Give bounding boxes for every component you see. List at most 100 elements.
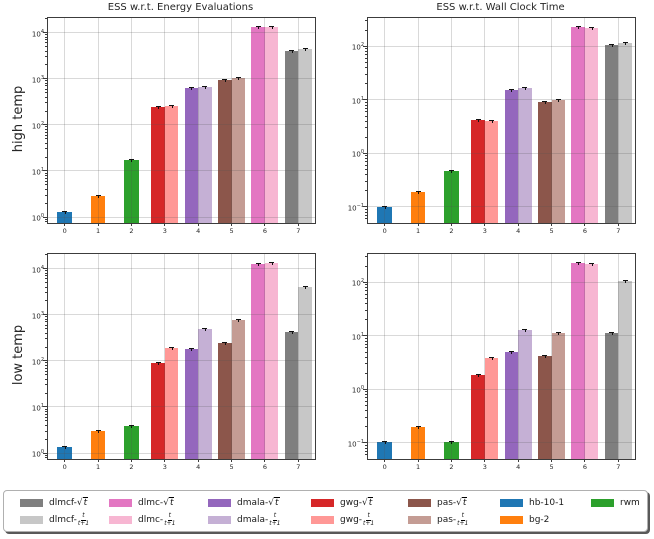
bar-gwg-sqrt bbox=[151, 106, 165, 223]
gridline bbox=[48, 78, 315, 80]
legend-item-dlmc-sqrt: dlmc- √ t bbox=[109, 494, 175, 511]
y-minor-tick-mark bbox=[45, 272, 47, 274]
y-tick-mark bbox=[43, 360, 47, 362]
error-stem bbox=[191, 347, 193, 351]
y-minor-tick-mark bbox=[45, 321, 47, 323]
bar-rwm bbox=[444, 441, 459, 459]
error-stem bbox=[258, 26, 260, 30]
error-stem bbox=[591, 262, 593, 266]
gridline bbox=[368, 281, 635, 283]
gridline bbox=[517, 18, 519, 223]
y-minor-tick-mark bbox=[365, 190, 367, 192]
x-tick-mark bbox=[551, 223, 553, 226]
y-tick-label: 100 bbox=[351, 149, 364, 159]
x-tick-mark bbox=[417, 223, 419, 226]
bar-gwg-sqrt bbox=[151, 363, 165, 459]
y-tick-label: 101 bbox=[31, 167, 44, 177]
y-minor-tick-mark bbox=[45, 131, 47, 133]
gridline bbox=[384, 18, 386, 223]
bar-gwg-frac bbox=[164, 347, 179, 459]
bar-dmala-frac bbox=[518, 329, 532, 459]
y-tick-label: 102 bbox=[31, 121, 44, 131]
legend-item-dlmcf-frac: dlmcf-t t+1 bbox=[20, 511, 89, 528]
y-minor-tick-mark bbox=[365, 136, 367, 138]
gridline bbox=[231, 254, 233, 459]
x-tick-label: 7 bbox=[616, 463, 621, 471]
chart-title-energy-evaluations: ESS w.r.t. Energy Evaluations bbox=[107, 2, 254, 13]
plot-high-temp-wallclock: 10−1 100 101 102 0 1 2 3 4 5 6 7 bbox=[348, 17, 636, 235]
gridline bbox=[48, 452, 315, 454]
error-stem bbox=[491, 120, 493, 124]
x-tick-mark bbox=[584, 223, 586, 226]
y-minor-tick-mark bbox=[365, 161, 367, 163]
error-stem bbox=[158, 362, 160, 366]
y-minor-tick-mark bbox=[45, 424, 47, 426]
y-minor-tick-mark bbox=[45, 416, 47, 418]
x-tick-mark bbox=[97, 223, 99, 226]
y-minor-tick-mark bbox=[45, 362, 47, 364]
y-minor-tick-mark bbox=[45, 134, 47, 136]
y-tick-label: 104 bbox=[31, 29, 44, 39]
x-tick-label: 6 bbox=[262, 463, 267, 471]
x-tick-label: 6 bbox=[582, 227, 587, 235]
y-minor-tick-mark bbox=[365, 397, 367, 399]
bar-rwm bbox=[444, 171, 459, 223]
y-tick-label: 101 bbox=[351, 332, 364, 342]
x-tick-label: 1 bbox=[95, 463, 101, 471]
error-stem bbox=[451, 440, 453, 444]
y-minor-tick-mark bbox=[45, 367, 47, 369]
y-minor-tick-mark bbox=[365, 164, 367, 166]
gridline bbox=[197, 18, 199, 223]
gridline bbox=[48, 124, 315, 126]
x-tick-label: 0 bbox=[382, 463, 387, 471]
x-tick-mark bbox=[551, 459, 553, 462]
y-minor-tick-mark bbox=[365, 101, 367, 103]
gridline bbox=[164, 254, 166, 459]
gridline bbox=[551, 254, 553, 459]
y-minor-tick-mark bbox=[365, 290, 367, 292]
y-tick-label: 103 bbox=[31, 311, 44, 321]
plot-low-temp-wallclock: 10−1 100 101 102 0 1 2 3 4 5 6 7 bbox=[348, 253, 636, 471]
gridline bbox=[584, 18, 586, 223]
bar-dlmc-sqrt bbox=[251, 263, 265, 459]
y-tick-mark bbox=[43, 406, 47, 408]
y-minor-tick-mark bbox=[45, 328, 47, 330]
error-stem bbox=[224, 341, 226, 345]
bar-dmala-sqrt bbox=[504, 352, 519, 459]
y-minor-tick-mark bbox=[45, 174, 47, 176]
x-tick-mark bbox=[197, 459, 199, 462]
error-stem bbox=[98, 194, 100, 198]
y-minor-tick-mark bbox=[45, 378, 47, 380]
x-tick-label: 3 bbox=[482, 463, 487, 471]
error-stem bbox=[131, 424, 133, 428]
bar-dlmc-sqrt bbox=[571, 27, 585, 223]
bar-dlmcf-frac bbox=[298, 49, 312, 223]
error-stem bbox=[238, 77, 240, 81]
gridline bbox=[264, 18, 266, 223]
bar-bg-2 bbox=[90, 195, 106, 223]
gridline bbox=[48, 360, 315, 362]
y-minor-tick-mark bbox=[45, 92, 47, 94]
fraction-t-over-t-plus-1: t t+1 bbox=[269, 512, 281, 527]
y-minor-tick-mark bbox=[45, 50, 47, 52]
y-minor-tick-mark bbox=[365, 115, 367, 117]
error-stem bbox=[291, 49, 293, 53]
y-minor-tick-mark bbox=[45, 42, 47, 44]
y-minor-tick-mark bbox=[365, 61, 367, 63]
y-minor-tick-mark bbox=[365, 284, 367, 286]
error-stem bbox=[544, 100, 546, 104]
y-tick-mark bbox=[43, 78, 47, 80]
error-stem bbox=[238, 318, 240, 322]
x-tick-label: 1 bbox=[415, 463, 421, 471]
legend-label-dlmc-sqrt: dlmc- √ t bbox=[138, 497, 175, 508]
y-minor-tick-mark bbox=[45, 384, 47, 386]
legend-label-gwg-frac: gwg-t t+1 bbox=[340, 512, 375, 527]
y-minor-tick-mark bbox=[365, 54, 367, 56]
y-minor-tick-mark bbox=[365, 111, 367, 113]
y-minor-tick-mark bbox=[365, 48, 367, 50]
bar-dmala-frac bbox=[198, 86, 212, 223]
y-minor-tick-mark bbox=[365, 174, 367, 176]
legend-item-rwm: rwm bbox=[591, 494, 640, 511]
y-minor-tick-mark bbox=[365, 120, 367, 122]
y-minor-tick-mark bbox=[45, 278, 47, 280]
